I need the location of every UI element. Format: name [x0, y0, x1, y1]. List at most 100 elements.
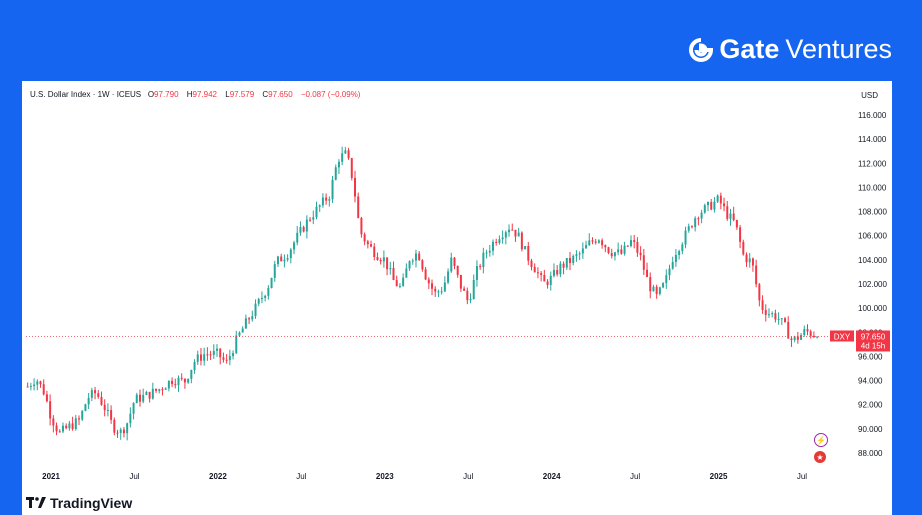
tradingview-logo[interactable]: TradingView [26, 495, 132, 511]
candle-body [588, 240, 591, 246]
candle-body [469, 298, 472, 301]
candle-body [681, 244, 684, 252]
candle-body [363, 234, 366, 242]
candle-body [84, 404, 87, 411]
candle-body [739, 227, 742, 242]
candle-body [145, 391, 148, 395]
candle-body [684, 230, 687, 245]
candle-body [414, 253, 417, 261]
candle-body [71, 423, 74, 430]
candle-body [280, 256, 283, 262]
candle-body [623, 245, 626, 254]
candle-body [155, 388, 158, 391]
candle-body [447, 271, 450, 283]
price-tag-ticker: DXY [834, 332, 851, 341]
candle-body [283, 259, 286, 262]
y-tick-label: 102.000 [858, 280, 887, 289]
candle-body [530, 260, 533, 267]
candle-body [244, 318, 247, 329]
candle-body [33, 384, 36, 387]
candle-body [386, 257, 389, 270]
lightning-icon[interactable]: ⚡ [814, 433, 828, 447]
candle-body [138, 394, 141, 402]
y-tick-label: 110.000 [858, 183, 887, 192]
candle-body [594, 241, 597, 243]
candle-body [546, 281, 549, 285]
candle-body [450, 257, 453, 272]
us-flag-icon[interactable]: ★ [814, 451, 826, 463]
candle-body [671, 261, 674, 269]
candle-body [431, 283, 434, 289]
candle-body [655, 286, 658, 294]
x-tick-label: Jul [129, 472, 139, 481]
candle-body [687, 226, 690, 231]
candle-body [366, 241, 369, 245]
candle-body [305, 219, 308, 232]
candle-body [382, 257, 385, 262]
price-tag-ticker-box [830, 330, 854, 342]
currency-label[interactable]: USD [861, 91, 878, 100]
candle-body [501, 237, 504, 240]
brand-logo: Gate Ventures [689, 34, 892, 65]
candle-body [453, 257, 456, 266]
candle-body [78, 418, 81, 420]
candle-body [190, 369, 193, 379]
x-tick-label: 2022 [209, 472, 227, 481]
candle-body [604, 245, 607, 248]
candle-body [732, 213, 735, 220]
candle-body [90, 390, 93, 398]
candle-body [456, 265, 459, 275]
candle-body [629, 240, 632, 247]
candle-body [302, 227, 305, 232]
candle-body [472, 279, 475, 299]
candle-body [668, 268, 671, 276]
candle-body [293, 242, 296, 250]
candle-body [74, 418, 77, 430]
candle-body [94, 390, 97, 394]
candle-body [373, 246, 376, 258]
y-tick-label: 90.000 [858, 425, 883, 434]
candle-body [286, 258, 289, 260]
candle-body [251, 316, 254, 320]
candle-body [729, 213, 732, 219]
symbol-header: U.S. Dollar Index · 1W · ICEUS O97.790 H… [30, 90, 361, 99]
candle-body [562, 263, 565, 268]
candle-body [222, 357, 225, 360]
candle-body [100, 396, 103, 405]
candle-body [806, 329, 809, 332]
candle-body [42, 384, 45, 395]
candle-body [700, 212, 703, 219]
candle-body [803, 329, 806, 336]
candle-body [45, 394, 48, 402]
candle-body [533, 266, 536, 273]
candle-body [482, 252, 485, 268]
candle-body [225, 359, 228, 361]
price-tag-box [856, 330, 890, 352]
candle-body [662, 283, 665, 288]
candle-body [610, 253, 613, 257]
candle-body [764, 309, 767, 315]
x-tick-label: 2025 [710, 472, 728, 481]
candle-body [572, 255, 575, 263]
candle-body [158, 389, 161, 391]
candle-body [713, 201, 716, 210]
candle-body [536, 272, 539, 274]
candle-body [649, 277, 652, 292]
candle-body [767, 314, 770, 316]
symbol-name[interactable]: U.S. Dollar Index · 1W · ICEUS [30, 90, 142, 99]
price-chart[interactable]: 88.00090.00092.00094.00096.00098.000100.… [22, 81, 892, 515]
candle-body [787, 321, 790, 339]
candle-body [633, 240, 636, 243]
candle-body [678, 251, 681, 255]
candle-body [665, 275, 668, 284]
candle-body [617, 249, 620, 253]
candle-body [559, 263, 562, 275]
candle-body [755, 265, 758, 285]
brand-mark: Gate [719, 34, 780, 64]
candle-body [565, 258, 568, 268]
candle-body [126, 423, 129, 434]
candle-body [318, 205, 321, 207]
y-tick-label: 88.000 [858, 449, 883, 458]
candle-body [703, 205, 706, 213]
x-tick-label: 2024 [543, 472, 561, 481]
